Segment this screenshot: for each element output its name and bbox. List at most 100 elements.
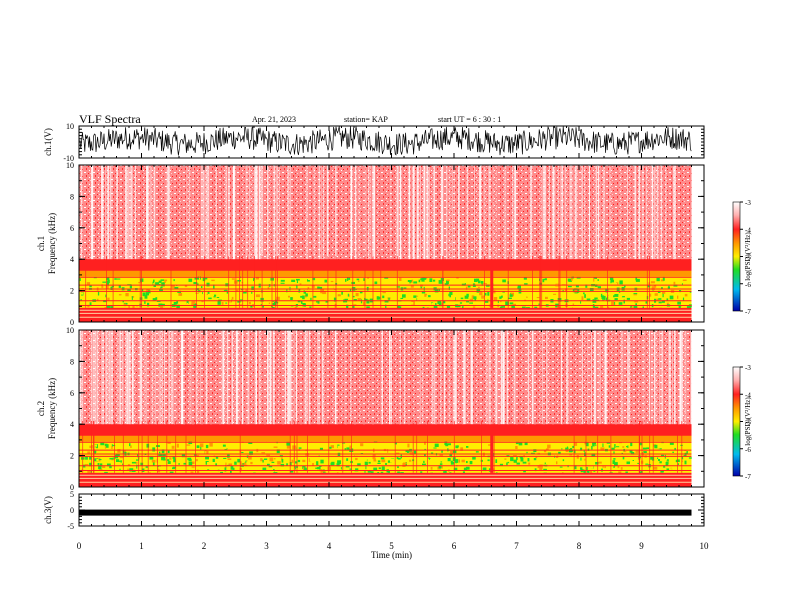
ch2-spec-band-speck xyxy=(277,461,281,465)
ch1-spec-band-speck xyxy=(316,301,318,303)
ch2-spec-band-speck xyxy=(270,463,274,467)
ch2-spec-streak xyxy=(96,330,99,428)
ch1-spec-streak xyxy=(600,165,601,263)
ch1-spec-band-speck xyxy=(357,280,360,282)
ch1-spec-streak xyxy=(512,165,514,263)
ch2-spec-band-speck xyxy=(375,456,378,460)
ch2-spec-streak xyxy=(222,330,225,428)
ch2-spec-band-speck xyxy=(107,463,111,467)
ch2-spec-band-speck xyxy=(191,461,195,464)
ch2-spec-band-speck xyxy=(565,449,569,452)
ch1-spec-band-speck xyxy=(131,296,133,300)
ch1-spec-band-speck xyxy=(396,286,400,288)
ch2-spec-band-speck xyxy=(632,460,634,461)
ch2-spec-streak xyxy=(117,330,119,428)
ch2-spec-band-speck xyxy=(627,445,629,449)
ch2-spec-streak xyxy=(444,330,446,428)
ch2-spec-band-speck xyxy=(240,465,243,469)
ch2-spec-band-speck xyxy=(458,459,460,463)
ch1-spec-band-speck xyxy=(292,302,295,305)
ch1-spec-band-speck xyxy=(518,277,521,281)
ch1-spec-band-speck xyxy=(464,283,466,286)
ch1-spec-band-speck xyxy=(346,277,349,281)
ch1-spec-band-speck xyxy=(251,286,254,290)
ch2-spec-streak xyxy=(653,330,655,428)
ch1-spec-band-speck xyxy=(307,279,310,282)
ch1-spec-streak xyxy=(150,165,152,263)
ch2-spec-band-speck xyxy=(439,463,443,465)
ch2-spec-streak xyxy=(679,330,680,428)
ch1-spec-band-speck xyxy=(505,301,509,306)
ch1-spec-band-speck xyxy=(345,278,347,282)
ch2-spec-streak xyxy=(164,330,165,428)
ch1-spec-band-speck xyxy=(600,293,603,297)
ch1-spec-band-speck xyxy=(344,287,347,290)
ch1-spec-band-speck xyxy=(274,282,279,285)
ch2-spec-band-speck xyxy=(102,468,105,470)
ch2-spec-band-speck xyxy=(499,463,503,466)
ch2-spec-ytick-label: 6 xyxy=(70,389,74,398)
ch2-spec-band-speck xyxy=(617,465,620,469)
ch1-spec-band-speck xyxy=(366,306,370,309)
ch1-spec-streak xyxy=(514,165,517,263)
ch1-spec-band-speck xyxy=(452,306,456,309)
ch2-spec-band-speck xyxy=(613,451,615,454)
ch2-spec-band-speck xyxy=(513,455,517,457)
ch2-spec-band-speck xyxy=(188,459,192,462)
ch2-spec-band-speck xyxy=(526,451,528,454)
ch1-spec-band-speck xyxy=(476,302,479,306)
ch2-spec-band-speck xyxy=(466,461,468,464)
ch2-spec-band-speck xyxy=(377,462,381,464)
time-tick-label: 3 xyxy=(264,541,269,551)
ch2-spec-ytick-label: 8 xyxy=(70,357,74,366)
ch2-spec-band-speck xyxy=(345,465,350,468)
ch1-spec-streak xyxy=(545,165,546,263)
ch1-spec-band-speck xyxy=(610,279,614,284)
ch2-spec-band-speck xyxy=(189,466,193,468)
ch2-spec-streak xyxy=(604,330,606,428)
ch1-spec-band-speck xyxy=(598,302,603,305)
ch1-spec-band-speck xyxy=(109,293,114,295)
ch1-spec-band-speck xyxy=(438,302,443,307)
ch2-spec-streak xyxy=(97,330,98,428)
ch1-spec-band-speck xyxy=(330,280,334,283)
ch1-spec-band-speck xyxy=(581,296,584,301)
ch1-spec-band-speck xyxy=(110,286,113,290)
ch1-spec-band-speck xyxy=(173,302,177,305)
ch2-spec-streak xyxy=(470,330,473,428)
ch1-spec-band-speck xyxy=(251,291,253,294)
ch2-spec-band-speck xyxy=(215,456,219,459)
ch2-spec-band-speck xyxy=(580,447,583,451)
ch2-spec-streak xyxy=(532,330,534,428)
ch1-spec-band-speck xyxy=(583,292,585,295)
ch1-spec-band-speck xyxy=(678,305,682,309)
ch2-spec-band-speck xyxy=(298,447,302,449)
ch2-spec-streak xyxy=(594,330,596,428)
ch1-spec-band-speck xyxy=(387,277,391,280)
ch1-spec-streak xyxy=(433,165,435,263)
ch2-spec-band-speck xyxy=(590,465,594,469)
ch1-spec-band-speck xyxy=(105,285,109,289)
ch1-spec-band-speck xyxy=(171,281,175,284)
ch1-spec-streak xyxy=(492,165,494,263)
ch2-spec-streak xyxy=(154,330,156,428)
ch2-spec-band-speck xyxy=(273,458,276,460)
ch1-spec-band-speck xyxy=(204,277,208,280)
ch2-spec-streak xyxy=(654,330,657,428)
ch1-spec-streak xyxy=(530,165,533,263)
ch1-spec-band-speck xyxy=(421,291,426,294)
ch1-spec-band-speck xyxy=(677,295,679,299)
ch2-spec-band-speck xyxy=(602,443,604,447)
ch1-spec-band-speck xyxy=(481,295,485,299)
ch1-spec-band-speck xyxy=(526,296,528,298)
ch1-spec-streak xyxy=(446,165,448,263)
ch2-spec-band-speck xyxy=(241,442,246,446)
ch1-spec-streak xyxy=(561,165,563,263)
ch1-spec-band-speck xyxy=(471,282,474,285)
ch1-spec-band-speck xyxy=(399,277,402,281)
ch2-spec-band-speck xyxy=(127,464,131,466)
ch2-spec-band-speck xyxy=(622,456,625,460)
ch2-spec-band-speck xyxy=(387,460,392,463)
ch1-spec-band-speck xyxy=(174,286,179,290)
ch2-spec-band-speck xyxy=(232,467,235,471)
